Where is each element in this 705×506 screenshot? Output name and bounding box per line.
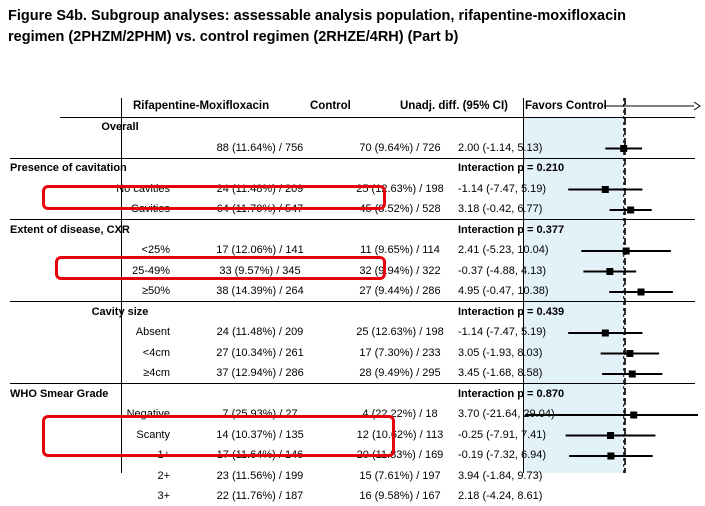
table-row: ≥50% 38 (14.39%) / 264 27 (9.44%) / 286 4.9…	[60, 281, 695, 301]
favors-control-label: Favors Control	[525, 100, 607, 112]
highlight-cavities-row	[42, 185, 386, 210]
unadjusted-diff: -1.14 (-7.47, 5.19)	[458, 182, 547, 195]
title-line-1: Figure S4b. Subgroup analyses: assessabl…	[8, 8, 627, 24]
row-label: ≥50%	[141, 285, 170, 297]
unadjusted-diff: 2.18 (-4.24, 8.61)	[458, 490, 543, 502]
rpt-mox-count: 14 (10.37%) / 135	[216, 428, 304, 441]
control-count: 45 (8.52%) / 528	[359, 203, 441, 215]
control-count: 70 (9.64%) / 726	[359, 141, 441, 154]
rpt-mox-count: 27 (10.34%) / 261	[216, 346, 304, 359]
row-label: 25-49%	[132, 264, 170, 277]
point-estimate-marker	[607, 452, 615, 460]
column-divider-1	[121, 98, 122, 473]
point-estimate-marker	[601, 329, 609, 337]
point-estimate-marker	[606, 268, 614, 275]
point-estimate-marker	[620, 145, 628, 152]
forest-plot	[525, 98, 701, 473]
row-label: Cavity size	[91, 305, 149, 318]
axis-arrow-head	[693, 101, 701, 111]
unadjusted-diff: 2.41 (-5.23, 10.04)	[458, 244, 549, 256]
table-row: <25% 17 (12.06%) / 141 11 (9.65%) / 114 2.4…	[60, 240, 695, 260]
table-row: 3+ 22 (11.76%) / 187 16 (9.58%) / 167 2.18 …	[60, 486, 695, 506]
point-estimate-marker	[607, 432, 615, 439]
row-label: WHO Smear Grade	[10, 387, 109, 400]
control-count: 12 (10.62%) / 113	[356, 428, 444, 441]
point-estimate-marker	[630, 411, 638, 419]
point-estimate-marker	[622, 247, 630, 255]
row-label: ≥4cm	[143, 367, 170, 379]
unadjusted-diff: 2.00 (-1.14, 5.13)	[458, 141, 543, 154]
column-divider-2	[523, 98, 524, 473]
header-control: Control	[310, 100, 351, 112]
row-separator	[10, 301, 695, 302]
control-count: 27 (9.44%) / 286	[359, 285, 441, 297]
row-label: Overall	[101, 121, 139, 133]
rpt-mox-count: 88 (11.64%) / 756	[216, 141, 304, 154]
row-label: Absent	[135, 326, 170, 338]
row-label: <4cm	[142, 346, 170, 359]
section-header-row: Overall	[60, 117, 695, 137]
table-row: <4cm 27 (10.34%) / 261 17 (7.30%) / 233 3.0…	[60, 343, 695, 363]
table-row: ≥4cm 37 (12.94%) / 286 28 (9.49%) / 295 3.4…	[60, 363, 695, 383]
section-header-row: Presence of cavitation Interaction p = 0.…	[10, 158, 695, 178]
rpt-mox-count: 24 (11.48%) / 209	[216, 326, 304, 338]
row-separator	[60, 117, 695, 118]
row-label: <25%	[141, 244, 170, 256]
table-row: 88 (11.64%) / 756 70 (9.64%) / 726 2.00 (-…	[60, 138, 695, 158]
point-estimate-marker	[627, 206, 635, 214]
point-estimate-marker	[626, 350, 634, 357]
rpt-mox-count: 33 (9.57%) / 345	[219, 264, 301, 277]
row-label: Presence of cavitation	[10, 162, 127, 174]
row-label: Scanty	[136, 428, 170, 441]
control-count: 20 (11.83%) / 169	[356, 449, 444, 461]
rpt-mox-count: 38 (14.39%) / 264	[216, 285, 304, 297]
unadjusted-diff: 3.45 (-1.68, 8.58)	[458, 367, 543, 379]
unadjusted-diff: Interaction p = 0.210	[458, 162, 565, 174]
unadjusted-diff: Interaction p = 0.439	[458, 305, 565, 318]
control-count: 17 (7.30%) / 233	[359, 346, 441, 359]
table-row: Absent 24 (11.48%) / 209 25 (12.63%) / 198…	[60, 322, 695, 342]
control-count: 32 (9.94%) / 322	[359, 264, 441, 277]
unadjusted-diff: 3.70 (-21.64, 29.04)	[458, 408, 555, 420]
unadjusted-diff: 4.95 (-0.47, 10.38)	[458, 285, 549, 297]
unadjusted-diff: Interaction p = 0.377	[458, 223, 565, 236]
control-count: 28 (9.49%) / 295	[359, 367, 441, 379]
row-separator	[10, 219, 695, 220]
table-row: Scanty 14 (10.37%) / 135 12 (10.62%) / 113…	[60, 425, 695, 445]
point-estimate-marker	[637, 288, 645, 296]
unadjusted-diff: -0.19 (-7.32, 6.94)	[458, 449, 547, 461]
header-unadjusted-difference: Unadj. diff. (95% CI)	[400, 100, 508, 112]
control-count: 11 (9.65%) / 114	[360, 244, 440, 256]
control-count: 16 (9.58%) / 167	[359, 490, 441, 502]
unadjusted-diff: -1.14 (-7.47, 5.19)	[458, 326, 547, 338]
section-header-row: WHO Smear Grade Interaction p = 0.870	[10, 384, 695, 404]
title-line-2: regimen (2PHZM/2PHM) vs. control regimen…	[8, 29, 459, 45]
header-rifapentine-moxifloxacin: Rifapentine-Moxifloxacin	[133, 100, 270, 112]
rpt-mox-count: 37 (12.94%) / 286	[216, 367, 304, 379]
unadjusted-diff: Interaction p = 0.870	[458, 387, 565, 400]
row-separator	[10, 383, 695, 384]
table-row: 25-49% 33 (9.57%) / 345 32 (9.94%) / 322 -0…	[60, 261, 695, 281]
figure-title: Figure S4b. Subgroup analyses: assessabl…	[8, 6, 698, 48]
unadjusted-diff: -0.25 (-7.91, 7.41)	[458, 428, 547, 441]
section-header-row: Cavity size Interaction p = 0.439	[60, 302, 695, 322]
row-label: Extent of disease, CXR	[10, 223, 130, 236]
unadjusted-diff: -0.37 (-4.88, 4.13)	[458, 264, 547, 277]
row-separator	[10, 157, 695, 159]
highlight-extent-50-row	[55, 256, 386, 280]
control-count: 25 (12.63%) / 198	[356, 326, 444, 338]
section-header-row: Extent of disease, CXR Interaction p = 0.…	[10, 220, 695, 240]
favors-control-shaded-region	[523, 117, 623, 473]
point-estimate-marker	[628, 370, 636, 378]
point-estimate-marker	[601, 186, 609, 193]
unadjusted-diff: 3.18 (-0.42, 6.77)	[458, 203, 543, 215]
row-label: 3+	[157, 490, 170, 502]
rpt-mox-count: 17 (12.06%) / 141	[216, 244, 304, 256]
unadjusted-diff: 3.05 (-1.93, 8.03)	[458, 346, 543, 359]
highlight-smear-2plus-3plus-rows	[42, 415, 395, 457]
rpt-mox-count: 22 (11.76%) / 187	[216, 490, 304, 502]
